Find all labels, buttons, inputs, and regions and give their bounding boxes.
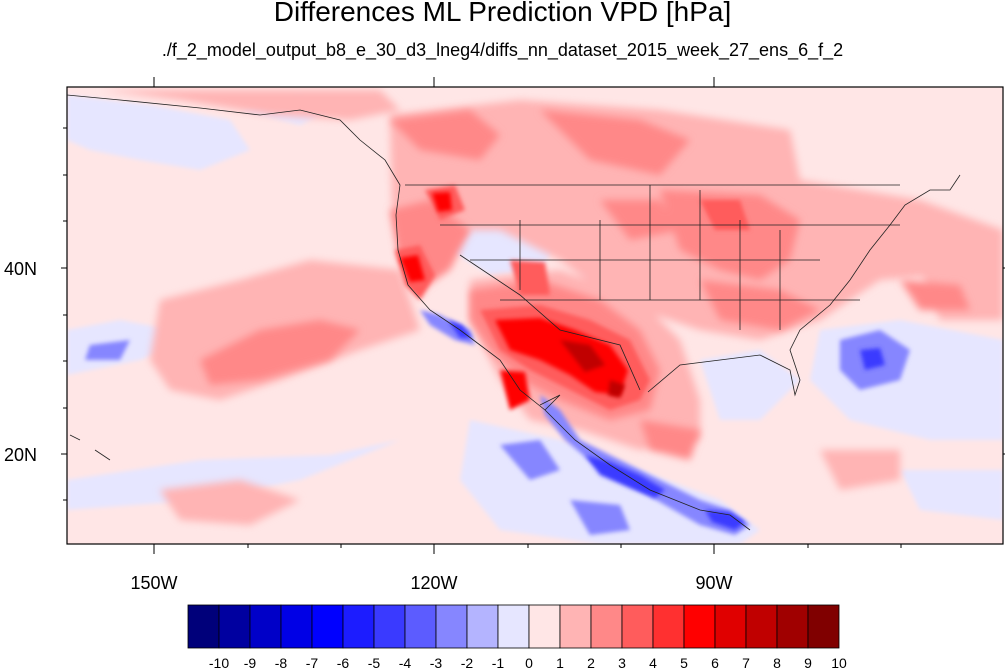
colorbar-label: 1 (556, 655, 564, 671)
colorbar-swatch (466, 604, 499, 649)
colorbar-swatch (745, 604, 778, 649)
tick-marks (61, 77, 1005, 554)
colorbar-label: 4 (649, 655, 657, 671)
colorbar-label: 8 (773, 655, 781, 671)
colorbar-label: 5 (680, 655, 688, 671)
colorbar-swatch (435, 604, 468, 649)
colorbar-swatch (776, 604, 809, 649)
colorbar-label: 2 (587, 655, 595, 671)
colorbar-swatch (218, 604, 251, 649)
colorbar-swatch (342, 604, 375, 649)
lat-label-20n: 20N (4, 445, 37, 465)
lon-label-120w: 120W (410, 573, 457, 593)
colorbar-label: -5 (368, 655, 381, 671)
colorbar-swatch (497, 604, 530, 649)
colorbar-swatch (373, 604, 406, 649)
lon-label-90w: 90W (695, 573, 732, 593)
colorbar-swatch (280, 604, 313, 649)
colorbar-label: -10 (209, 655, 229, 671)
colorbar-swatch (404, 604, 437, 649)
colorbar-swatch (621, 604, 654, 649)
colorbar-label: -4 (399, 655, 412, 671)
colorbar-swatch (528, 604, 561, 649)
colorbar-swatch (559, 604, 592, 649)
colorbar-swatch (683, 604, 716, 649)
colorbar-swatch (652, 604, 685, 649)
map-subtitle: ./f_2_model_output_b8_e_30_d3_lneg4/diff… (161, 40, 844, 60)
colorbar-swatch (187, 604, 220, 649)
colorbar: -10 -9 -8 -7 -6 -5 -4 -3 -2 -1 0 1 2 3 4 5 6 7 8 9 10 (187, 604, 847, 671)
colorbar-label: 6 (711, 655, 719, 671)
colorbar-label: 10 (831, 655, 847, 671)
colorbar-label: -7 (306, 655, 319, 671)
colorbar-swatch (714, 604, 747, 649)
colorbar-label: -9 (244, 655, 257, 671)
coastlines (67, 94, 961, 531)
colorbar-label: -8 (275, 655, 288, 671)
lon-label-150w: 150W (130, 573, 177, 593)
colorbar-label: 3 (618, 655, 626, 671)
contour-field (67, 87, 1003, 544)
colorbar-swatch (590, 604, 623, 649)
colorbar-label: -2 (461, 655, 474, 671)
colorbar-swatch (807, 604, 840, 649)
map-title: Differences ML Prediction VPD [hPa] (273, 0, 732, 27)
colorbar-label: 7 (742, 655, 750, 671)
colorbar-label: -1 (492, 655, 505, 671)
colorbar-swatch (311, 604, 344, 649)
colorbar-swatch (249, 604, 282, 649)
colorbar-label: -3 (430, 655, 443, 671)
colorbar-label: 9 (804, 655, 812, 671)
lat-label-40n: 40N (4, 259, 37, 279)
colorbar-label: -6 (337, 655, 350, 671)
colorbar-label: 0 (525, 655, 533, 671)
